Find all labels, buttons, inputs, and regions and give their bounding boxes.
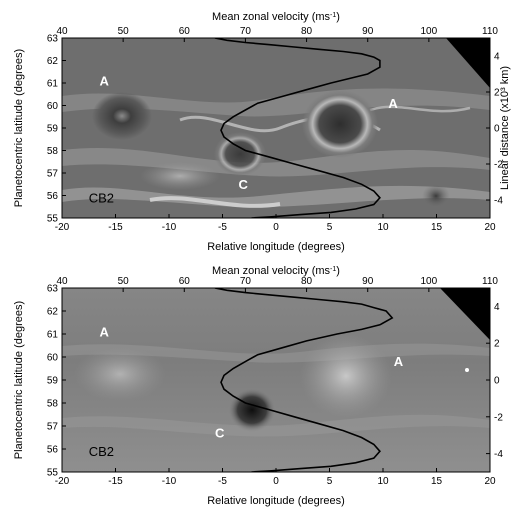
x-tick-label: 5	[327, 476, 333, 487]
x2-tick-label: 50	[118, 276, 130, 287]
feature-label: C	[239, 177, 249, 192]
top-ylabel: Planetocentric latitude (degrees)	[13, 49, 25, 207]
x2-tick-label: 110	[482, 26, 498, 37]
panel-label: CB2	[89, 190, 114, 205]
bottom-x2label: Mean zonal velocity (ms-1)	[212, 265, 340, 277]
x2-tick-label: 40	[56, 26, 68, 37]
top-x2label: Mean zonal velocity (ms-1)	[212, 11, 340, 23]
y2-tick-label: 2	[494, 339, 500, 350]
y2-tick-label: -4	[494, 449, 503, 460]
x-tick-label: -10	[162, 476, 177, 487]
top-image-background	[62, 38, 490, 218]
feature-label: A	[388, 96, 398, 111]
top-xlabel: Relative longitude (degrees)	[207, 241, 345, 253]
bottom-ylabel: Planetocentric latitude (degrees)	[13, 301, 25, 459]
y-tick-label: 62	[47, 307, 59, 318]
x-tick-label: 10	[377, 222, 389, 233]
y-tick-label: 59	[47, 124, 59, 135]
top-y2label: Linear distance (x10³ km)	[499, 66, 511, 190]
y-tick-label: 60	[47, 101, 59, 112]
x-tick-label: 0	[273, 476, 279, 487]
x2-tick-label: 110	[482, 276, 498, 287]
x-tick-label: -10	[162, 222, 177, 233]
feature-label: A	[99, 324, 109, 339]
x-tick-label: -15	[108, 476, 123, 487]
y-tick-label: 55	[47, 214, 59, 225]
y2-tick-label: -2	[494, 412, 503, 423]
x-tick-label: 20	[484, 222, 496, 233]
y-tick-label: 57	[47, 422, 59, 433]
x-tick-label: 15	[431, 476, 443, 487]
x-tick-label: 5	[327, 222, 333, 233]
y-tick-label: 56	[47, 445, 59, 456]
y-tick-label: 56	[47, 191, 59, 202]
x2-tick-label: 100	[421, 276, 438, 287]
y-tick-label: 62	[47, 56, 59, 67]
x2-tick-label: 80	[301, 276, 313, 287]
feature-label: A	[394, 354, 404, 369]
x2-tick-label: 100	[421, 26, 438, 37]
y-tick-label: 61	[47, 79, 59, 90]
x2-tick-label: 70	[240, 26, 252, 37]
y2-tick-label: 0	[494, 376, 500, 387]
x2-tick-label: 50	[118, 26, 130, 37]
y-tick-label: 58	[47, 146, 59, 157]
y-tick-label: 55	[47, 468, 59, 479]
y-tick-label: 57	[47, 169, 59, 180]
x-tick-label: 20	[484, 476, 496, 487]
x-tick-label: 0	[273, 222, 279, 233]
feature-label: C	[215, 426, 225, 441]
y2-tick-label: 4	[494, 302, 500, 313]
x2-tick-label: 60	[179, 26, 191, 37]
bottom-xlabel: Relative longitude (degrees)	[207, 495, 345, 507]
x-tick-label: -5	[218, 222, 227, 233]
x2-tick-label: 90	[362, 276, 374, 287]
x2-tick-label: 40	[56, 276, 68, 287]
y-tick-label: 61	[47, 330, 59, 341]
x2-tick-label: 80	[301, 26, 313, 37]
x2-tick-label: 60	[179, 276, 191, 287]
y2-tick-label: 4	[494, 52, 500, 63]
x-tick-label: 10	[377, 476, 389, 487]
x-tick-label: 15	[431, 222, 443, 233]
feature-label: A	[99, 73, 109, 88]
panel-label: CB2	[89, 444, 114, 459]
x-tick-label: -5	[218, 476, 227, 487]
x-tick-label: -15	[108, 222, 123, 233]
x2-tick-label: 70	[240, 276, 252, 287]
y-tick-label: 58	[47, 399, 59, 410]
y-tick-label: 59	[47, 376, 59, 387]
bottom-image-background	[62, 288, 490, 472]
y-tick-label: 60	[47, 353, 59, 364]
x2-tick-label: 90	[362, 26, 374, 37]
y2-tick-label: -4	[494, 196, 503, 207]
